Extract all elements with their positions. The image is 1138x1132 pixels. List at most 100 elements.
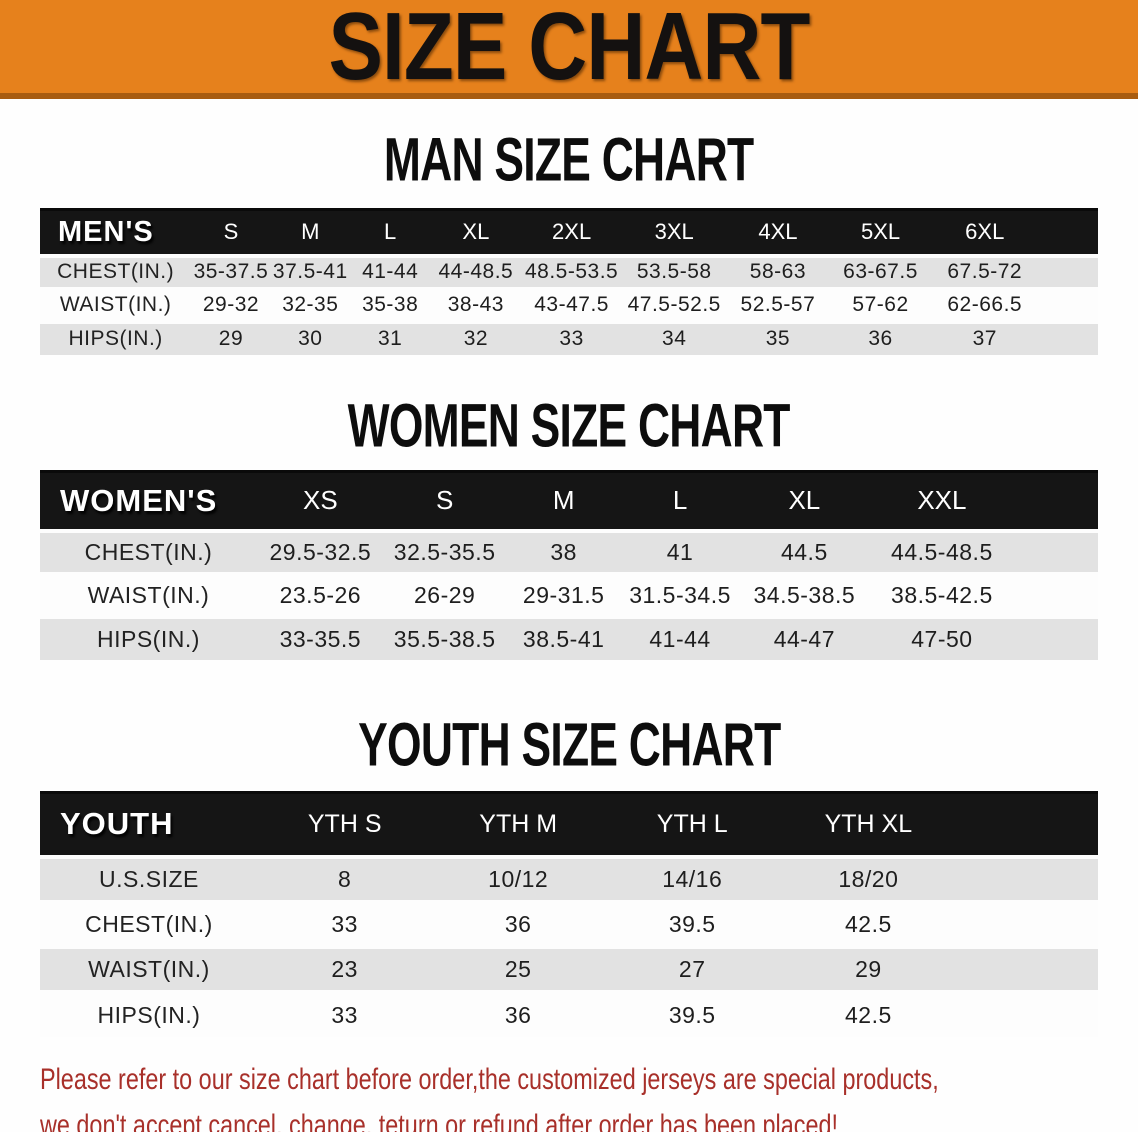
youth-size-table: YOUTH YTH S YTH M YTH L YTH XL U.S.SIZE 8 10/12… — [40, 791, 1098, 1037]
size-value-cell: 31.5-34.5 — [621, 572, 739, 617]
size-column-header: XXL — [870, 469, 1014, 532]
size-value-cell: 62-66.5 — [931, 286, 1038, 322]
size-column-header: L — [621, 469, 739, 532]
size-value-cell: 36 — [431, 899, 605, 947]
size-value-cell: 38.5-42.5 — [870, 572, 1014, 617]
size-value-cell: 53.5-58 — [621, 253, 727, 289]
size-table-header-row: YOUTH YTH S YTH M YTH L YTH XL — [40, 791, 1098, 858]
row-label: CHEST(IN.) — [40, 899, 258, 947]
size-value-cell: 33-35.5 — [256, 615, 384, 660]
size-value-cell: 35-38 — [349, 286, 431, 322]
section-men: MAN SIZE CHART MEN'S S M L XL 2XL 3XL 4XL 5XL 6XL… — [0, 125, 1138, 355]
size-value-cell: 44-47 — [738, 615, 871, 660]
size-value-cell: 35.5-38.5 — [383, 615, 506, 660]
size-column-header: S — [383, 469, 506, 532]
size-table-header-row: WOMEN'S XS S M L XL XXL — [40, 469, 1098, 532]
row-label: HIPS(IN.) — [40, 615, 257, 660]
size-value-cell: 63-67.5 — [829, 253, 932, 289]
size-table-header-row: MEN'S S M L XL 2XL 3XL 4XL 5XL 6XL — [40, 208, 1098, 257]
row-label: WAIST(IN.) — [40, 572, 257, 617]
size-value-cell: 30 — [270, 319, 350, 355]
size-column-header: S — [191, 208, 271, 257]
size-column-header: XL — [430, 208, 522, 257]
size-value-cell: 43-47.5 — [521, 286, 622, 322]
size-value-cell: 47-50 — [870, 615, 1014, 660]
size-column-header: M — [270, 208, 350, 257]
size-value-cell: 34 — [621, 319, 727, 355]
size-value-cell: 29-31.5 — [505, 572, 622, 617]
size-value-cell: 42.5 — [779, 899, 958, 947]
youth-section-heading-wrap: YOUTH SIZE CHART — [0, 710, 1138, 779]
row-filler — [957, 989, 1098, 1037]
size-value-cell: 57-62 — [829, 286, 932, 322]
size-value-cell: 27 — [604, 944, 780, 992]
size-value-cell: 34.5-38.5 — [738, 572, 871, 617]
size-column-header: L — [349, 208, 431, 257]
size-column-header: M — [505, 469, 622, 532]
table-corner-label: YOUTH — [40, 791, 258, 858]
size-column-header: YTH M — [431, 791, 605, 858]
size-value-cell: 41 — [621, 529, 739, 574]
size-value-cell: 38 — [505, 529, 622, 574]
size-column-header: 5XL — [829, 208, 932, 257]
table-row: CHEST(IN.) 35-37.5 37.5-41 41-44 44-48.5 48.5… — [40, 253, 1098, 289]
table-corner-label: MEN'S — [40, 208, 192, 257]
size-column-header: 4XL — [726, 208, 830, 257]
men-section-heading: MAN SIZE CHART — [384, 125, 754, 194]
size-value-cell: 41-44 — [621, 615, 739, 660]
size-value-cell: 44-48.5 — [430, 253, 522, 289]
table-row: WAIST(IN.) 29-32 32-35 35-38 38-43 43-47.5 47.… — [40, 286, 1098, 322]
size-value-cell: 36 — [829, 319, 932, 355]
table-row: CHEST(IN.) 29.5-32.5 32.5-35.5 38 41 44.5 44.5… — [40, 529, 1098, 574]
women-section-heading-wrap: WOMEN SIZE CHART — [0, 391, 1138, 460]
section-women: WOMEN SIZE CHART WOMEN'S XS S M L XL XXL CHEST(… — [0, 391, 1138, 660]
row-filler — [1037, 319, 1098, 355]
size-value-cell: 29-32 — [191, 286, 271, 322]
banner-title: SIZE CHART — [328, 0, 810, 99]
size-value-cell: 32.5-35.5 — [383, 529, 506, 574]
size-value-cell: 42.5 — [779, 989, 958, 1037]
row-filler — [1037, 286, 1098, 322]
size-value-cell: 14/16 — [604, 854, 780, 902]
size-value-cell: 52.5-57 — [726, 286, 830, 322]
size-column-header: XS — [256, 469, 384, 532]
size-column-header: YTH XL — [779, 791, 958, 858]
size-value-cell: 33 — [257, 899, 432, 947]
row-label: HIPS(IN.) — [40, 319, 192, 355]
size-value-cell: 41-44 — [349, 253, 431, 289]
row-label: WAIST(IN.) — [40, 286, 192, 322]
size-value-cell: 39.5 — [604, 899, 780, 947]
row-filler — [957, 854, 1098, 902]
size-value-cell: 23 — [257, 944, 432, 992]
size-value-cell: 38-43 — [430, 286, 522, 322]
size-value-cell: 8 — [257, 854, 432, 902]
size-value-cell: 58-63 — [726, 253, 830, 289]
row-label: HIPS(IN.) — [40, 989, 258, 1037]
row-label: U.S.SIZE — [40, 854, 258, 902]
disclaimer: Please refer to our size chart before or… — [40, 1057, 1138, 1132]
women-size-table: WOMEN'S XS S M L XL XXL CHEST(IN.) 29.5-32.5 32.5… — [40, 469, 1098, 660]
table-row: WAIST(IN.) 23 25 27 29 — [40, 944, 1098, 992]
size-value-cell: 44.5-48.5 — [870, 529, 1014, 574]
size-value-cell: 39.5 — [604, 989, 780, 1037]
size-value-cell: 23.5-26 — [256, 572, 384, 617]
size-value-cell: 35-37.5 — [191, 253, 271, 289]
table-corner-label: WOMEN'S — [40, 469, 257, 532]
size-column-header: YTH S — [257, 791, 432, 858]
size-value-cell: 29 — [191, 319, 271, 355]
size-value-cell: 44.5 — [738, 529, 871, 574]
size-value-cell: 38.5-41 — [505, 615, 622, 660]
row-filler — [1013, 572, 1098, 617]
header-filler — [957, 791, 1098, 858]
banner: SIZE CHART — [0, 0, 1138, 99]
table-row: WAIST(IN.) 23.5-26 26-29 29-31.5 31.5-34.5 34… — [40, 572, 1098, 617]
size-value-cell: 32 — [430, 319, 522, 355]
row-filler — [1013, 529, 1098, 574]
row-filler — [957, 944, 1098, 992]
size-value-cell: 29 — [779, 944, 958, 992]
size-value-cell: 33 — [521, 319, 622, 355]
size-value-cell: 35 — [726, 319, 830, 355]
table-row: U.S.SIZE 8 10/12 14/16 18/20 — [40, 854, 1098, 902]
size-value-cell: 25 — [431, 944, 605, 992]
